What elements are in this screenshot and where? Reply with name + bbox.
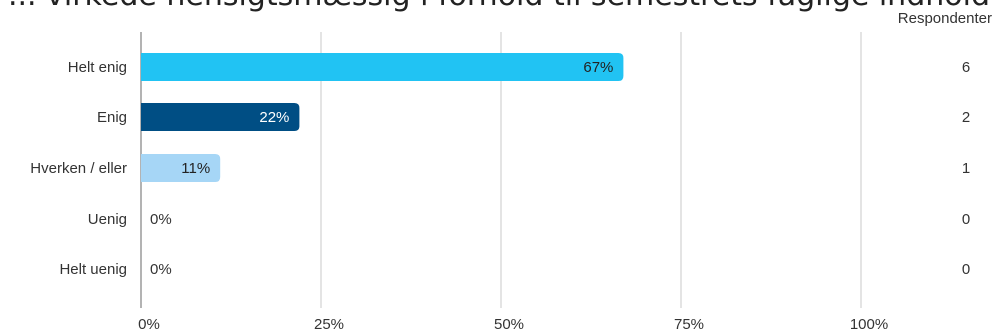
- category-label: Hverken / eller: [30, 160, 127, 177]
- category-label: Enig: [97, 109, 127, 126]
- data-label: 0%: [150, 211, 172, 228]
- x-tick-label: 25%: [314, 316, 344, 333]
- x-tick-label: 75%: [674, 316, 704, 333]
- x-tick-label: 0%: [138, 316, 160, 333]
- bar[interactable]: [141, 103, 300, 131]
- respondent-count: 0: [962, 211, 970, 228]
- data-label: 0%: [150, 261, 172, 278]
- bar[interactable]: [141, 53, 624, 81]
- bar[interactable]: [141, 154, 221, 182]
- respondent-count: 0: [962, 261, 970, 278]
- category-label: Uenig: [88, 211, 127, 228]
- x-tick-label: 100%: [850, 316, 888, 333]
- respondent-count: 1: [962, 160, 970, 177]
- x-tick-label: 50%: [494, 316, 524, 333]
- data-label: 11%: [181, 160, 210, 177]
- data-label: 67%: [583, 59, 613, 76]
- respondent-count: 6: [962, 59, 970, 76]
- data-label: 22%: [259, 109, 289, 126]
- respondent-count: 2: [962, 109, 970, 126]
- chart-title: ... virkede hensigtsmæssig i forhold til…: [0, 0, 998, 13]
- category-label: Helt uenig: [59, 261, 127, 278]
- respondents-header: Respondenter: [897, 10, 992, 27]
- category-label: Helt enig: [68, 59, 127, 76]
